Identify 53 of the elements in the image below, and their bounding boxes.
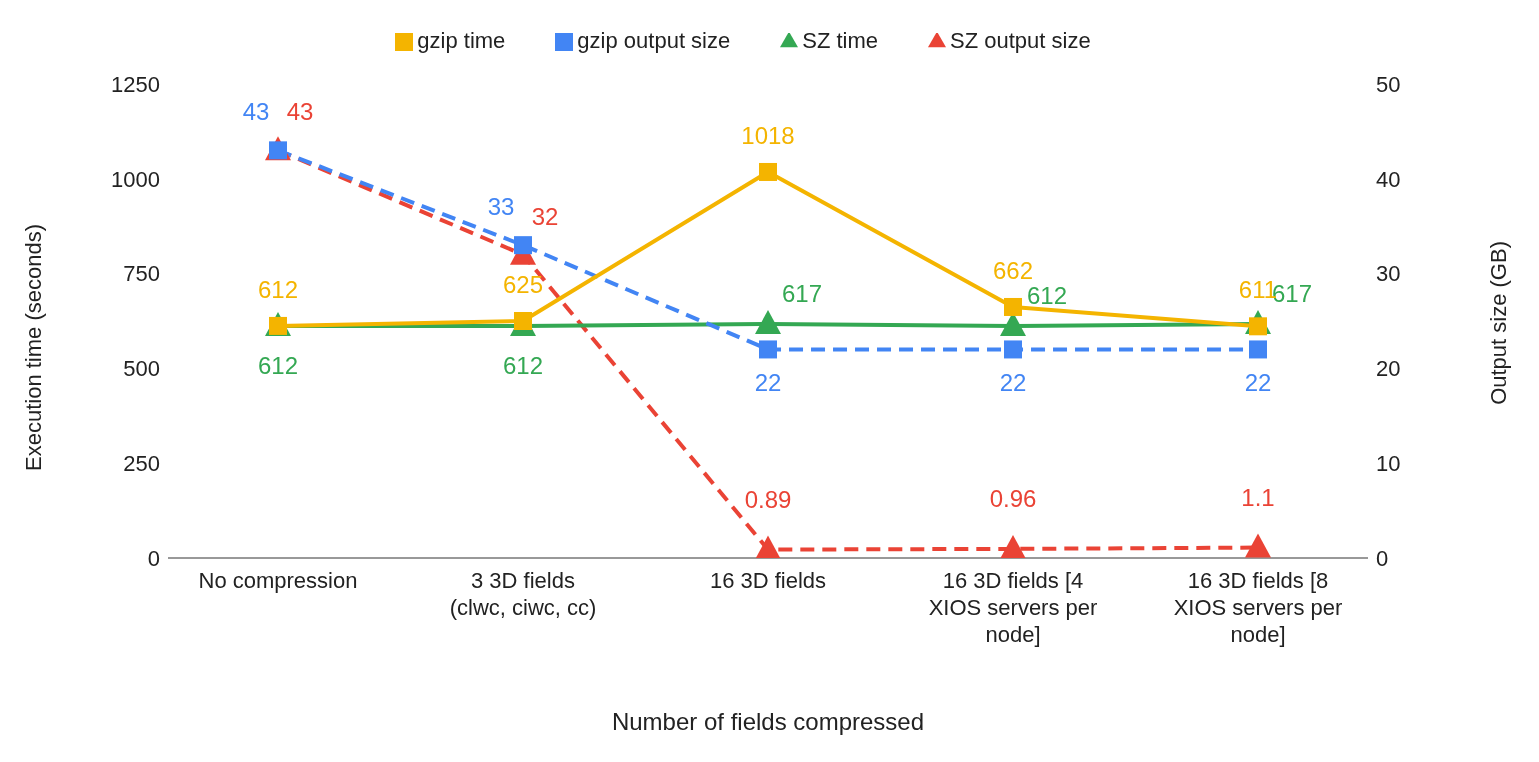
data-label: 43 xyxy=(286,98,314,126)
y-tick-label: 0 xyxy=(147,545,160,571)
point xyxy=(1245,533,1271,558)
x-tick-label: 16 3D fields [4 XIOS servers per node] xyxy=(928,568,1098,647)
data-label: 612 xyxy=(257,351,299,379)
x-tick-label: 16 3D fields [8 XIOS servers per node] xyxy=(1173,568,1343,647)
data-label: 32 xyxy=(531,202,559,230)
data-label: 612 xyxy=(502,351,544,379)
y-tick-label: 250 xyxy=(123,451,160,477)
y2-tick-label: 40 xyxy=(1376,166,1401,192)
data-label: 1018 xyxy=(741,121,795,149)
point xyxy=(514,312,532,330)
y-axis-title: Execution time (seconds) xyxy=(20,224,46,471)
data-label: 43 xyxy=(242,98,270,126)
data-label: 33 xyxy=(487,193,515,221)
data-label: 612 xyxy=(257,275,299,303)
legend-label: gzip time xyxy=(417,28,506,53)
data-label: 22 xyxy=(1244,369,1272,397)
legend-label: SZ output size xyxy=(950,28,1091,53)
point xyxy=(759,162,777,181)
point xyxy=(755,535,781,558)
data-label: 625 xyxy=(502,271,544,298)
x-axis-title: Number of fields compressed xyxy=(610,708,926,736)
legend-label: gzip output size xyxy=(577,28,731,53)
y2-tick-label: 30 xyxy=(1376,261,1401,287)
data-label: 662 xyxy=(992,256,1034,284)
data-label: 22 xyxy=(999,369,1027,397)
y-tick-label: 500 xyxy=(123,356,160,382)
y2-tick-label: 20 xyxy=(1376,356,1401,382)
y2-tick-label: 50 xyxy=(1376,71,1401,97)
point xyxy=(1000,534,1026,558)
data-label: 22 xyxy=(754,369,782,397)
x-tick-label: 16 3D fields xyxy=(709,568,827,593)
y-tick-label: 750 xyxy=(123,261,160,287)
legend-label: SZ time xyxy=(802,28,879,53)
point xyxy=(1004,297,1022,316)
data-label: 0.89 xyxy=(744,485,792,513)
y2-tick-label: 10 xyxy=(1376,451,1401,477)
y2-axis-title: Output size (GB) xyxy=(1485,241,1511,405)
point xyxy=(759,340,777,359)
point xyxy=(514,236,532,255)
y-tick-label: 1250 xyxy=(111,71,160,97)
data-label: 1.1 xyxy=(1241,483,1275,511)
data-label: 0.96 xyxy=(989,484,1037,512)
point xyxy=(755,310,781,335)
y2-tick-label: 0 xyxy=(1376,545,1389,571)
point xyxy=(1004,340,1022,359)
data-label: 612 xyxy=(1026,281,1068,309)
data-label: 617 xyxy=(781,280,823,308)
x-tick-label: No compression xyxy=(198,568,358,593)
y-tick-label: 1000 xyxy=(111,166,160,192)
x-tick-label: 3 3D fields (clwc, ciwc, cc) xyxy=(449,568,597,620)
point xyxy=(1249,340,1267,359)
